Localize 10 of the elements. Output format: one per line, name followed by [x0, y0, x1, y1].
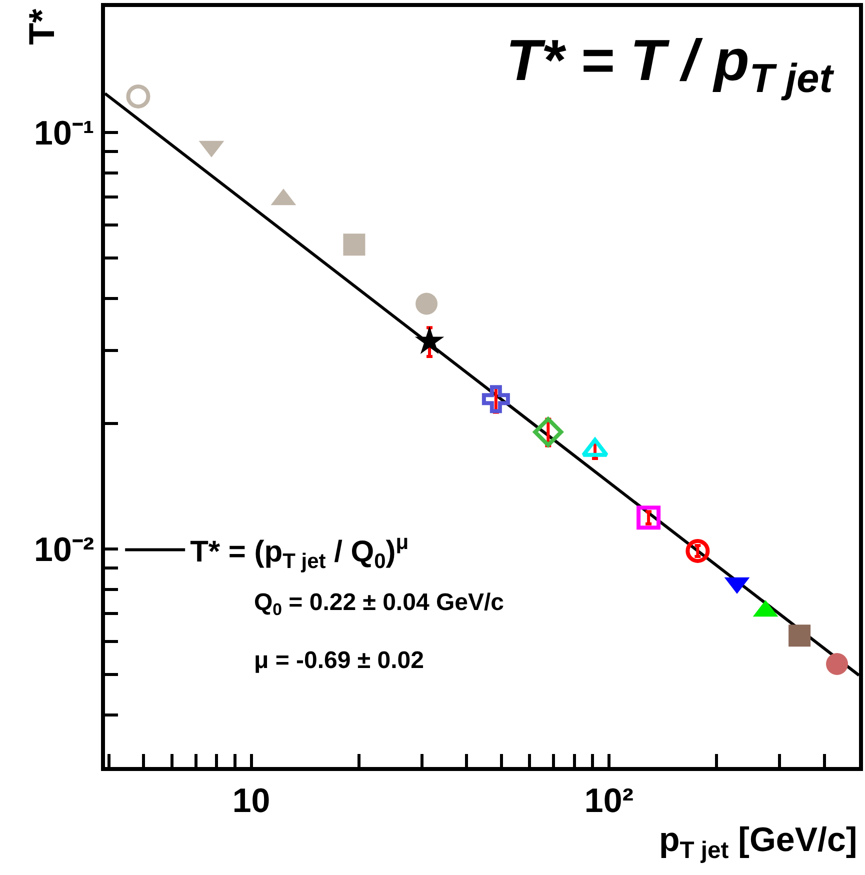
y-tick-label: 10⁻¹	[34, 114, 94, 152]
x-tick-label: 10²	[584, 782, 634, 820]
y-tick-label: 10⁻²	[34, 531, 94, 570]
y-axis-title: T*	[20, 8, 62, 45]
annotation: Q$_{0}$ = 0.22 ± 0.04 GeV/c	[254, 589, 504, 620]
chart-title: T* = T / p$_{T jet}$	[506, 28, 834, 102]
annotation: μ = -0.69 ± 0.02	[254, 647, 424, 674]
x-tick-label: 10	[232, 782, 270, 820]
x-axis-title: p$_{T jet}$ [GeV/c]	[659, 821, 858, 864]
legend-label: T* = (p$_{T jet}$ / Q$_{0}$)$^{μ}$	[190, 530, 409, 573]
